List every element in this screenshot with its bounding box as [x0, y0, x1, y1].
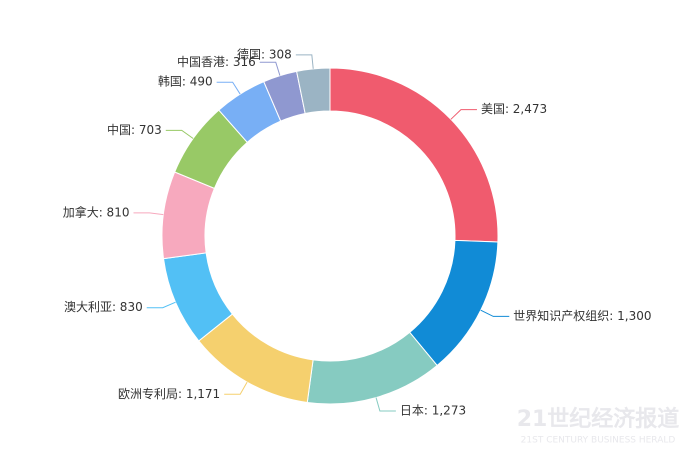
leader-line [133, 212, 164, 216]
data-label: 韩国: 490 [158, 74, 213, 89]
donut-slice [296, 67, 331, 115]
donut-slice [329, 67, 499, 243]
leader-line [216, 81, 241, 95]
data-label: 欧洲专利局: 1,171 [118, 386, 220, 401]
leader-line [480, 309, 510, 317]
leader-line [450, 109, 477, 120]
data-label: 加拿大: 810 [63, 204, 130, 219]
watermark-title: 21世纪经济报道 [517, 406, 680, 432]
donut-slice [408, 239, 499, 367]
leader-line [165, 129, 194, 139]
donut-slice [306, 331, 438, 405]
data-label: 日本: 1,273 [400, 404, 466, 418]
leader-line [259, 61, 281, 76]
data-label: 中国香港: 316 [177, 54, 256, 69]
leader-line [295, 54, 314, 69]
data-label: 美国: 2,473 [481, 102, 547, 116]
watermark-subtitle: 21ST CENTURY BUSINESS HERALD [521, 436, 676, 446]
data-label: 德国: 308 [237, 46, 292, 61]
data-label: 世界知识产权组织: 1,300 [513, 309, 651, 323]
leader-line [146, 301, 176, 309]
leader-line [375, 397, 396, 412]
data-label: 澳大利亚: 830 [64, 300, 143, 314]
data-label: 中国: 703 [107, 122, 162, 137]
leader-line [224, 381, 248, 395]
